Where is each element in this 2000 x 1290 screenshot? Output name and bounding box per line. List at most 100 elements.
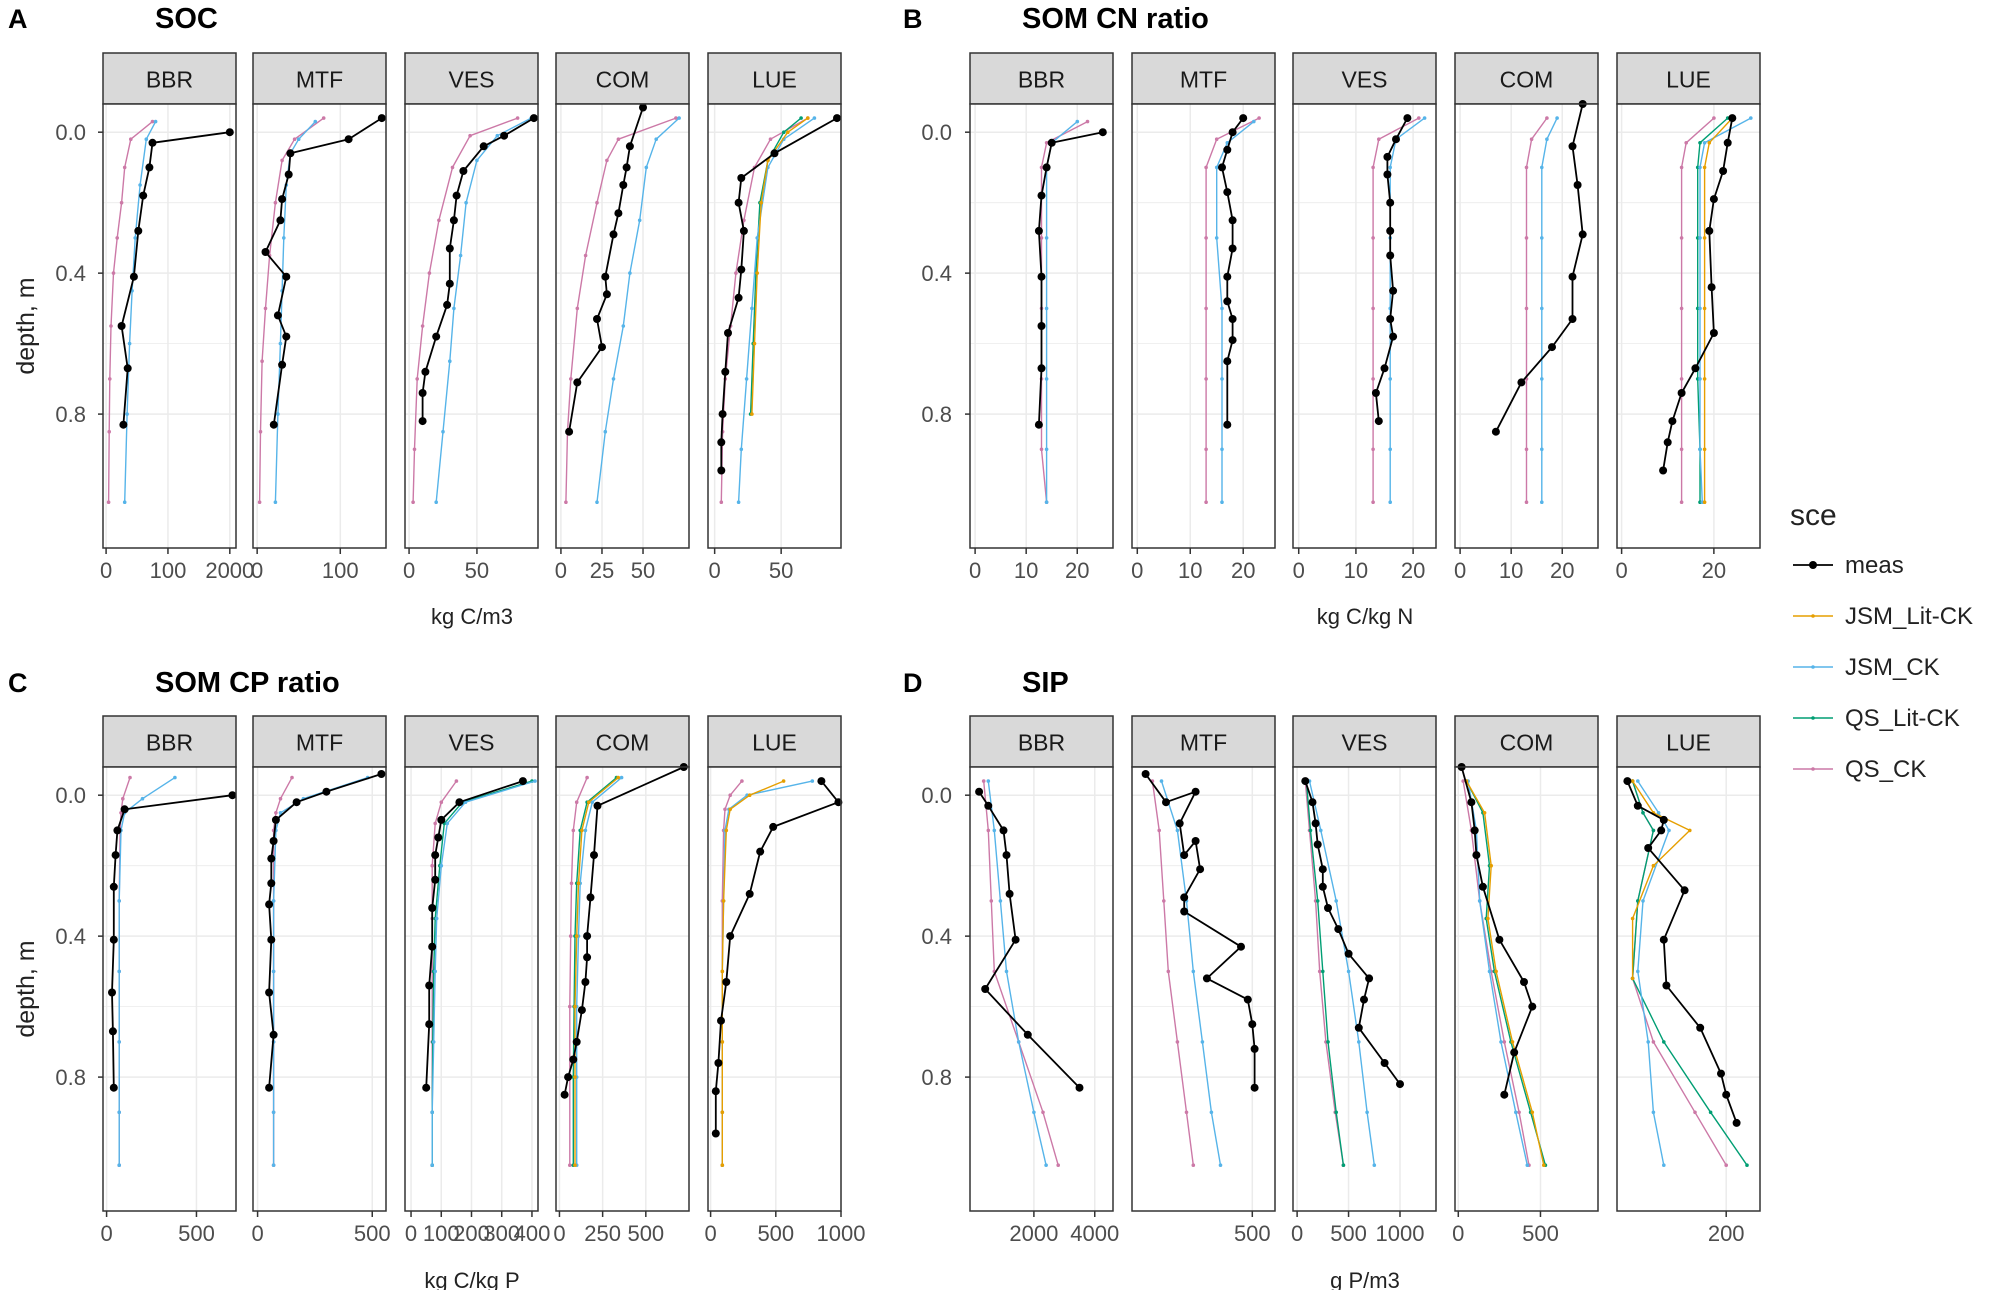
data-point (1243, 995, 1252, 1004)
x-tick-label: 500 (1234, 1221, 1271, 1246)
series-meas (1457, 763, 1537, 1099)
data-point (273, 200, 278, 205)
data-point (1477, 899, 1482, 903)
data-point (322, 787, 331, 796)
data-point (986, 779, 991, 783)
facet-ves: VES 0 50 (403, 52, 539, 583)
panel-border (707, 103, 842, 549)
data-point (1039, 236, 1044, 240)
data-point (1371, 389, 1380, 397)
x-tick-label: 100 (423, 1221, 460, 1246)
series-meas (1659, 114, 1737, 475)
data-point (1184, 1110, 1189, 1115)
panel-border (555, 103, 690, 549)
facet-strip-label: LUE (752, 67, 797, 93)
series-line (1703, 117, 1733, 503)
x-axis-title: kg C/kg N (1317, 604, 1414, 629)
y-tick-label: 0.0 (55, 120, 86, 145)
data-point (720, 1163, 725, 1167)
data-point (1041, 1110, 1045, 1115)
facet-strip (969, 715, 1114, 768)
data-point (150, 119, 155, 124)
data-point (573, 1004, 577, 1009)
facet-lue: LUE 0 50 (707, 52, 842, 583)
series-qs-ck (1679, 116, 1716, 505)
data-point (1042, 163, 1051, 172)
data-point (1540, 165, 1544, 170)
x-tick-label: 20 (1702, 558, 1726, 583)
series-meas (261, 114, 386, 429)
y-tick-label: 0.4 (55, 924, 86, 949)
series-line (1631, 780, 1748, 1166)
data-point (602, 290, 611, 299)
data-point (975, 787, 984, 796)
plot-panel (1293, 104, 1436, 548)
data-point (430, 863, 435, 868)
data-point (1141, 770, 1150, 778)
facet-strip-label: LUE (1666, 67, 1711, 93)
data-point (1702, 165, 1707, 170)
data-point (225, 128, 234, 137)
x-tick-label: 0 (709, 558, 721, 583)
data-point (1386, 315, 1395, 323)
data-point (1555, 116, 1559, 120)
data-point (418, 389, 427, 397)
data-point (1228, 128, 1237, 137)
data-point (1659, 815, 1668, 824)
data-point (1698, 165, 1702, 170)
x-axis-title: kg C/m3 (431, 604, 513, 629)
data-point (117, 1163, 121, 1167)
data-point (430, 1163, 435, 1167)
data-point (1371, 500, 1375, 505)
data-point (1223, 145, 1232, 154)
data-point (1403, 114, 1412, 123)
data-point (717, 466, 726, 475)
data-point (601, 272, 610, 281)
legend-label: QS_Lit-CK (1845, 705, 1960, 732)
data-point (411, 500, 415, 505)
panel-border (252, 103, 387, 549)
data-point (1311, 819, 1320, 828)
data-point (1417, 116, 1421, 120)
data-point (605, 158, 609, 163)
data-point (810, 779, 815, 783)
series-jsm-lit-ck (573, 775, 620, 1167)
x-tick-label: 10 (1178, 558, 1202, 583)
data-point (125, 412, 129, 416)
data-point (1037, 322, 1046, 330)
data-point (278, 811, 283, 815)
data-point (286, 149, 295, 158)
x-tick-label: 0 (251, 1221, 263, 1246)
series-jsm-ck (1698, 116, 1753, 505)
data-point (459, 167, 468, 175)
panel-border (404, 103, 539, 549)
data-point (1495, 935, 1504, 944)
data-point (261, 248, 270, 256)
data-point (437, 218, 441, 223)
data-point (420, 324, 425, 328)
data-point (1499, 1040, 1503, 1044)
facet-strip-label: MTF (1180, 67, 1227, 93)
panel-border (1454, 766, 1599, 1212)
data-point (992, 828, 997, 833)
data-point (619, 181, 628, 189)
data-point (117, 1040, 121, 1044)
data-point (117, 1110, 121, 1115)
x-tick-label: 0 (1293, 558, 1305, 583)
x-tick-label: 20 (1550, 558, 1574, 583)
data-point (1346, 969, 1351, 974)
data-point (1011, 935, 1020, 944)
facet-strip (1454, 715, 1599, 768)
panel-title: SOM CP ratio (155, 667, 340, 699)
data-point (1679, 165, 1684, 170)
panel-border (252, 766, 387, 1212)
data-point (1723, 138, 1732, 147)
data-point (750, 306, 754, 311)
data-point (1510, 1040, 1515, 1044)
series-jsm-lit-ck (720, 779, 786, 1167)
series-line (1465, 780, 1545, 1166)
data-point (719, 500, 724, 505)
data-point (515, 116, 520, 120)
data-point (1209, 1110, 1214, 1115)
data-point (1372, 1163, 1377, 1167)
